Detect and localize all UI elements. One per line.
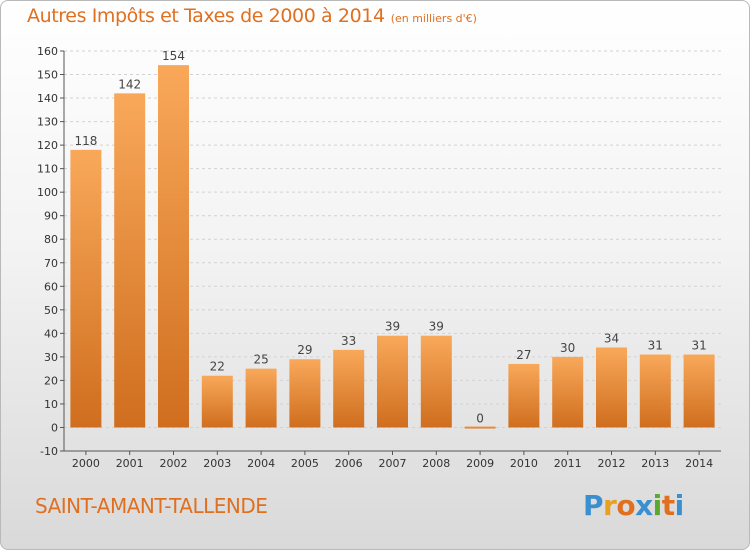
- chart-title: Autres Impôts et Taxes de 2000 à 2014 (en…: [27, 5, 477, 27]
- x-tick-label-2007: 2007: [379, 457, 407, 470]
- x-tick-label-2001: 2001: [116, 457, 144, 470]
- data-label-2003: 22: [210, 360, 225, 374]
- x-tick-label-2008: 2008: [422, 457, 450, 470]
- y-tick-label: 60: [44, 280, 58, 293]
- y-tick-label: 110: [37, 163, 58, 176]
- x-tick-label-2010: 2010: [510, 457, 538, 470]
- data-label-2001: 142: [118, 77, 141, 91]
- data-label-2009: 0: [476, 411, 484, 425]
- bar-2000: [70, 149, 102, 428]
- x-tick-label-2009: 2009: [466, 457, 494, 470]
- bar-2003: [201, 375, 233, 428]
- y-tick-label: 0: [51, 421, 58, 434]
- logo-letter: i: [674, 489, 685, 522]
- data-label-2005: 29: [297, 343, 312, 357]
- bar-2009: [464, 426, 496, 429]
- y-tick-label: 150: [37, 69, 58, 82]
- data-label-2010: 27: [516, 348, 531, 362]
- logo-letter: i: [652, 489, 663, 522]
- bar-2008: [420, 335, 452, 428]
- bars: [70, 65, 715, 429]
- data-labels: 118 142 154 22 25 29 33 39 39 0 27 30 34 31 31: [74, 49, 706, 425]
- chart-title-unit: (en milliers d'€): [390, 12, 477, 25]
- data-label-2007: 39: [385, 320, 400, 334]
- y-tick-label: 50: [44, 304, 58, 317]
- y-tick-label: 30: [44, 351, 58, 364]
- x-tick-label-2011: 2011: [554, 457, 582, 470]
- data-label-2011: 30: [560, 341, 575, 355]
- x-tick-label-2012: 2012: [598, 457, 626, 470]
- bar-2014: [683, 354, 715, 428]
- y-tick-label: 120: [37, 139, 58, 152]
- y-tick-label: -10: [40, 445, 58, 458]
- x-tick-label-2014: 2014: [685, 457, 713, 470]
- axes: -10 0 10 20 30 40 50 60 70 80 90 100 110 120 130 140 150…: [37, 45, 721, 470]
- bar-2010: [508, 363, 540, 428]
- y-tick-label: 140: [37, 92, 58, 105]
- y-tick-label: 70: [44, 257, 58, 270]
- x-tick-label-2004: 2004: [247, 457, 275, 470]
- y-tick-label: 100: [37, 186, 58, 199]
- logo-letter: P: [583, 489, 604, 522]
- bar-2013: [639, 354, 671, 428]
- chart-title-main: Autres Impôts et Taxes de 2000 à 2014: [27, 5, 385, 27]
- bar-2005: [289, 359, 321, 428]
- y-tick-label: 20: [44, 374, 58, 387]
- data-label-2000: 118: [74, 134, 97, 148]
- data-label-2014: 31: [691, 339, 706, 353]
- data-label-2002: 154: [162, 49, 185, 63]
- x-tick-label-2000: 2000: [72, 457, 100, 470]
- bar-2007: [377, 335, 408, 428]
- bar-2012: [596, 347, 627, 428]
- logo-letter: o: [616, 489, 636, 522]
- data-label-2012: 34: [604, 331, 619, 345]
- bar-2002: [158, 65, 189, 428]
- x-tick-label-2002: 2002: [160, 457, 188, 470]
- y-tick-label: 80: [44, 233, 58, 246]
- logo-letter: r: [603, 489, 617, 522]
- y-tick-label: 160: [37, 45, 58, 58]
- data-label-2008: 39: [429, 320, 444, 334]
- x-tick-label-2013: 2013: [641, 457, 669, 470]
- bar-2011: [552, 356, 584, 428]
- data-label-2013: 31: [648, 339, 663, 353]
- x-tick-label-2005: 2005: [291, 457, 319, 470]
- proxiti-logo: Proxiti: [583, 489, 684, 522]
- y-tick-label: 10: [44, 398, 58, 411]
- logo-letter: t: [661, 489, 675, 522]
- data-label-2006: 33: [341, 334, 356, 348]
- logo-letter: x: [635, 489, 653, 522]
- x-tick-label-2006: 2006: [335, 457, 363, 470]
- y-tick-label: 90: [44, 210, 58, 223]
- bar-2001: [114, 93, 146, 428]
- bar-2004: [245, 368, 277, 428]
- y-tick-label: 130: [37, 116, 58, 129]
- y-tick-label: 40: [44, 327, 58, 340]
- data-label-2004: 25: [253, 353, 268, 367]
- place-name: SAINT-AMANT-TALLENDE: [35, 494, 268, 518]
- x-tick-label-2003: 2003: [203, 457, 231, 470]
- bar-2006: [333, 349, 365, 428]
